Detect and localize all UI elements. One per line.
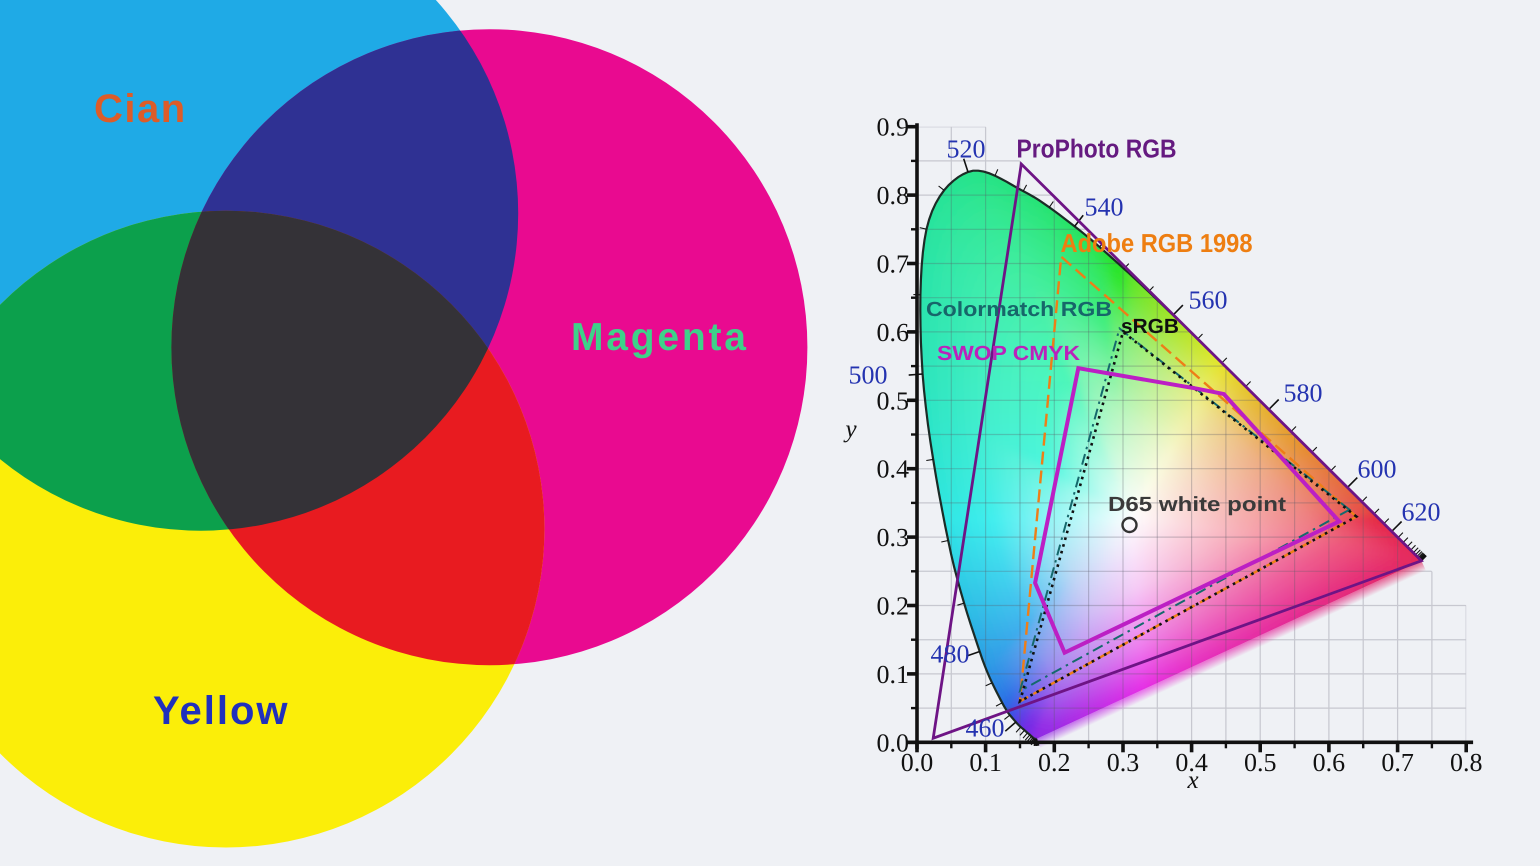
svg-text:0.0: 0.0 — [877, 728, 910, 757]
svg-text:480: 480 — [931, 640, 970, 669]
svg-text:0.3: 0.3 — [1107, 748, 1140, 777]
svg-text:0.4: 0.4 — [1175, 748, 1208, 777]
svg-text:520: 520 — [947, 135, 986, 164]
svg-text:560: 560 — [1189, 286, 1228, 315]
svg-text:0.3: 0.3 — [877, 523, 910, 552]
svg-text:0.2: 0.2 — [1038, 748, 1071, 777]
svg-text:600: 600 — [1358, 455, 1397, 484]
svg-text:SWOP CMYK: SWOP CMYK — [937, 342, 1080, 365]
svg-text:Cian: Cian — [94, 87, 187, 131]
svg-text:Magenta: Magenta — [571, 316, 749, 359]
svg-text:0.1: 0.1 — [969, 748, 1002, 777]
svg-text:0.1: 0.1 — [877, 660, 910, 689]
svg-text:540: 540 — [1085, 193, 1124, 222]
svg-text:500: 500 — [849, 361, 888, 390]
svg-text:Yellow: Yellow — [153, 689, 290, 733]
svg-text:D65 white point: D65 white point — [1108, 493, 1286, 516]
svg-text:0.0: 0.0 — [901, 748, 934, 777]
svg-text:0.9: 0.9 — [877, 113, 910, 142]
svg-text:0.5: 0.5 — [877, 386, 910, 415]
svg-text:0.8: 0.8 — [1450, 748, 1483, 777]
svg-text:0.5: 0.5 — [1244, 748, 1277, 777]
svg-text:0.7: 0.7 — [877, 250, 910, 279]
svg-text:460: 460 — [966, 714, 1005, 743]
svg-text:Colormatch RGB: Colormatch RGB — [926, 298, 1112, 321]
svg-text:ProPhoto RGB: ProPhoto RGB — [1017, 134, 1177, 164]
svg-text:y: y — [842, 416, 857, 443]
svg-text:0.6: 0.6 — [1313, 748, 1346, 777]
svg-text:580: 580 — [1284, 379, 1323, 408]
svg-text:x: x — [1186, 767, 1198, 794]
svg-text:0.7: 0.7 — [1381, 748, 1414, 777]
svg-text:0.2: 0.2 — [877, 592, 910, 621]
svg-text:0.6: 0.6 — [877, 318, 910, 347]
svg-text:sRGB: sRGB — [1121, 315, 1179, 338]
svg-text:0.8: 0.8 — [877, 181, 910, 210]
svg-text:620: 620 — [1402, 498, 1441, 527]
svg-text:Adobe RGB 1998: Adobe RGB 1998 — [1061, 228, 1253, 258]
svg-text:0.4: 0.4 — [877, 455, 910, 484]
